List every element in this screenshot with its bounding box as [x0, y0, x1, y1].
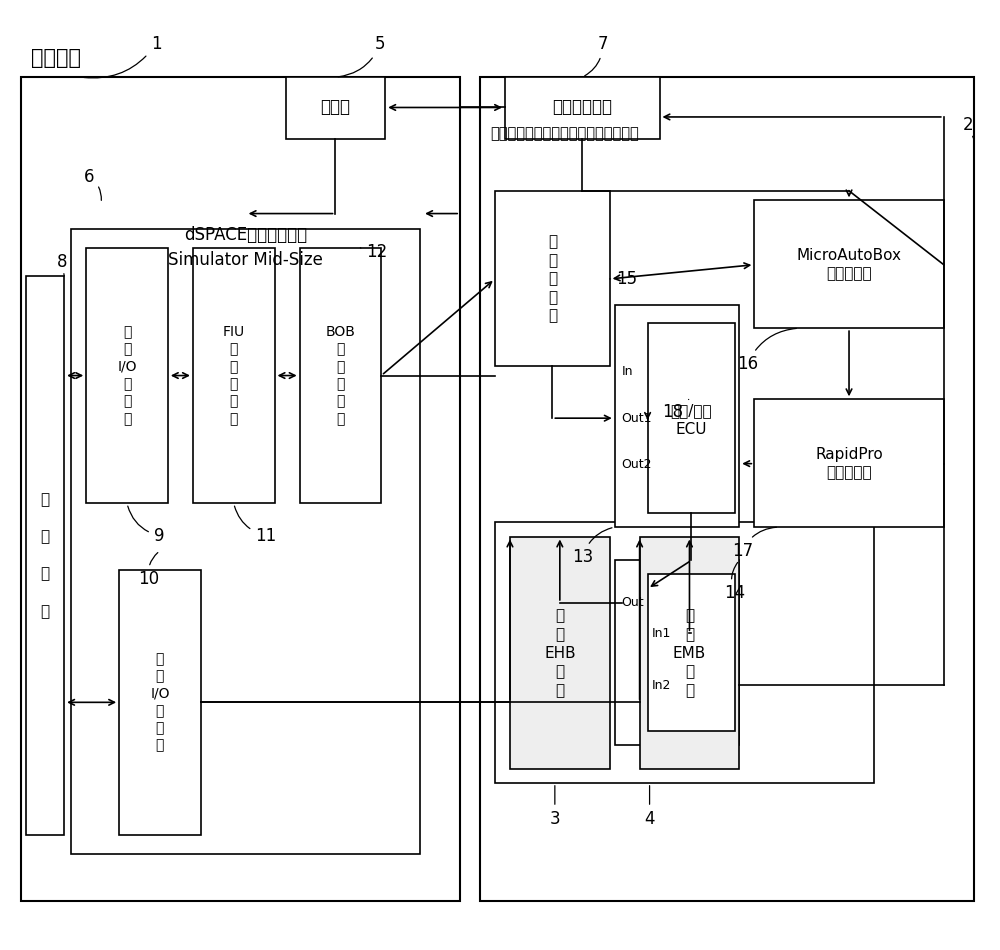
Text: 15: 15 [610, 270, 637, 288]
Text: 产品/开发
ECU: 产品/开发 ECU [671, 403, 712, 437]
Bar [300, 248, 381, 504]
Text: 信
号
调
理
板: 信 号 调 理 板 [548, 235, 557, 324]
Text: 12: 12 [360, 243, 387, 261]
Text: 14: 14 [724, 562, 745, 602]
Text: 第
一
I/O
接
口
板: 第 一 I/O 接 口 板 [117, 325, 137, 426]
Bar [119, 570, 201, 835]
Text: Simulator Mid-Size: Simulator Mid-Size [168, 251, 323, 269]
Bar [495, 191, 610, 366]
Bar [495, 522, 874, 783]
Bar [615, 305, 739, 527]
Text: 4: 4 [644, 786, 655, 827]
Text: dSPACE实时仿真系统: dSPACE实时仿真系统 [184, 226, 307, 244]
Bar [86, 248, 168, 504]
Text: In2: In2 [652, 679, 671, 692]
Bar [615, 560, 739, 745]
Text: 多系统连接板: 多系统连接板 [552, 99, 612, 117]
Text: MicroAutoBox
原型控制器: MicroAutoBox 原型控制器 [797, 248, 902, 281]
Text: 后
轮
EMB
模
块: 后 轮 EMB 模 块 [673, 608, 706, 698]
Bar [21, 77, 460, 902]
Bar [510, 537, 610, 769]
Bar [71, 229, 420, 854]
Text: 8: 8 [57, 253, 67, 276]
Text: RapidPro
原型驱动器: RapidPro 原型驱动器 [815, 446, 883, 481]
Text: 16: 16 [737, 329, 796, 373]
Bar [286, 77, 385, 139]
Text: 1: 1 [84, 35, 161, 78]
Text: FIU
故
障
模
拟
板: FIU 故 障 模 拟 板 [223, 325, 245, 426]
Text: 5: 5 [338, 35, 386, 77]
Text: 9: 9 [128, 506, 164, 544]
Text: 17: 17 [732, 527, 776, 560]
Text: 快速控制原型与硬件在环实验切换模块: 快速控制原型与硬件在环实验切换模块 [490, 126, 639, 142]
Bar [505, 77, 660, 139]
Bar [640, 537, 739, 769]
Text: BOB
信
号
测
量
板: BOB 信 号 测 量 板 [326, 325, 355, 426]
Bar [480, 77, 974, 902]
Text: Out1: Out1 [622, 411, 652, 425]
Text: 第
二
I/O
接
口
板: 第 二 I/O 接 口 板 [150, 652, 170, 752]
Text: 7: 7 [585, 35, 608, 76]
Text: 2: 2 [962, 116, 974, 139]
Bar [754, 200, 944, 328]
Text: Out: Out [622, 597, 644, 609]
Bar [193, 248, 275, 504]
Text: 18: 18 [662, 399, 689, 421]
Text: 前
轮
EHB
模
块: 前 轮 EHB 模 块 [544, 608, 576, 698]
Bar [26, 276, 64, 835]
Text: 10: 10 [138, 553, 160, 588]
Text: 11: 11 [234, 506, 276, 544]
Text: In: In [622, 365, 633, 378]
Bar [648, 323, 735, 513]
Text: 工控机: 工控机 [320, 99, 350, 117]
Text: 实时平台: 实时平台 [31, 48, 81, 68]
Text: In1: In1 [652, 627, 671, 639]
Bar [648, 575, 735, 731]
Bar [754, 399, 944, 527]
Text: 6: 6 [84, 167, 101, 200]
Text: 13: 13 [572, 528, 612, 566]
Text: 3: 3 [550, 786, 560, 827]
Text: 处

理

器

板: 处 理 器 板 [41, 492, 50, 618]
Text: Out2: Out2 [622, 458, 652, 471]
